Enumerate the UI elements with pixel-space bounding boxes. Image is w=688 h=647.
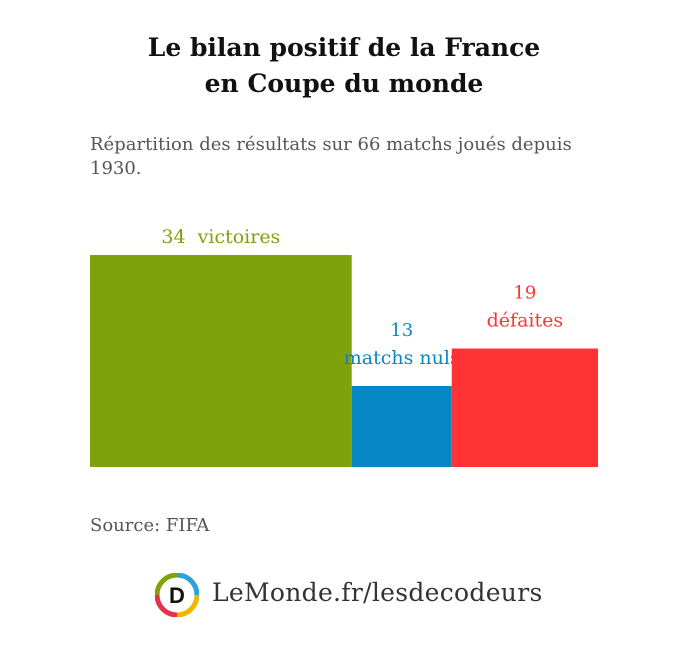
brand-footer: D LeMonde.fr/lesdecodeurs bbox=[0, 570, 688, 620]
data-label-text-defaites: défaites bbox=[487, 310, 563, 332]
bar-defaites bbox=[451, 348, 598, 467]
decodeurs-logo-icon: D bbox=[155, 573, 199, 617]
lemonde-link[interactable]: LeMonde.fr/lesdecodeurs bbox=[212, 578, 543, 607]
data-label-value-matchs-nuls: 13 bbox=[390, 320, 413, 341]
bar-matchs-nuls bbox=[351, 385, 452, 467]
chart-subtitle: Répartition des résultats sur 66 matchs … bbox=[90, 134, 572, 179]
chart-title-line-2: en Coupe du monde bbox=[204, 69, 484, 98]
logo-letter: D bbox=[169, 583, 185, 608]
data-label-victoires: 34 victoires bbox=[161, 226, 280, 248]
data-label-text-matchs-nuls: matchs nuls bbox=[344, 347, 460, 369]
chart-title: Le bilan positif de la France en Coupe d… bbox=[0, 30, 688, 102]
source-note: Source: FIFA bbox=[90, 515, 210, 536]
chart-title-line-1: Le bilan positif de la France bbox=[147, 33, 541, 62]
data-label-value-defaites: 19 bbox=[513, 283, 536, 304]
bar-victoires bbox=[90, 255, 352, 467]
